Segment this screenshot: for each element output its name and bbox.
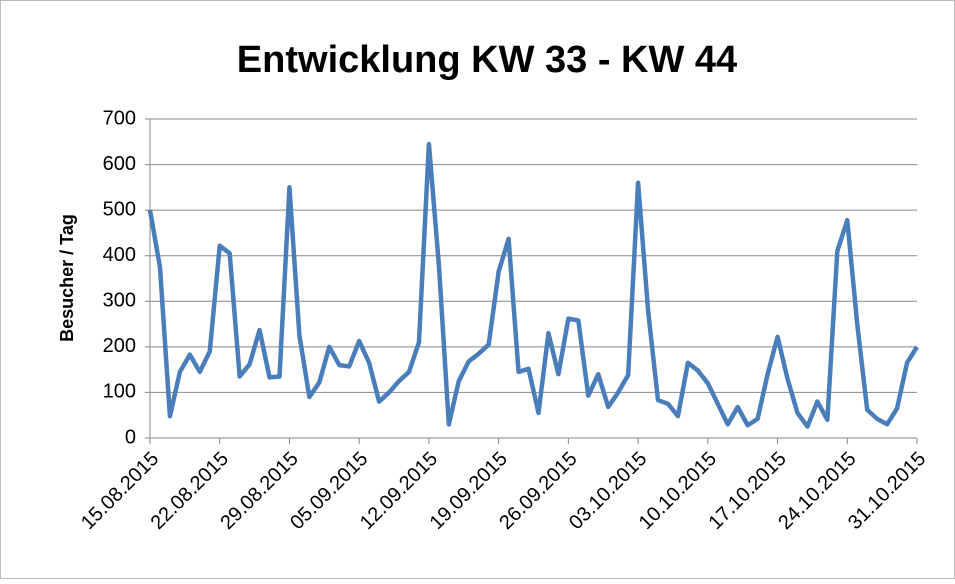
y-tick-label: 300 bbox=[103, 290, 136, 312]
y-axis-label: Besucher / Tag bbox=[57, 214, 77, 342]
y-tick-label: 200 bbox=[103, 335, 136, 357]
y-tick-label: 400 bbox=[103, 244, 136, 266]
y-tick-label: 100 bbox=[103, 381, 136, 403]
y-tick-label: 500 bbox=[103, 198, 136, 220]
y-tick-label: 700 bbox=[103, 107, 136, 129]
chart-title: Entwicklung KW 33 - KW 44 bbox=[237, 39, 737, 81]
y-tick-label: 600 bbox=[103, 153, 136, 175]
y-tick-label: 0 bbox=[125, 426, 136, 448]
line-series bbox=[147, 141, 919, 429]
